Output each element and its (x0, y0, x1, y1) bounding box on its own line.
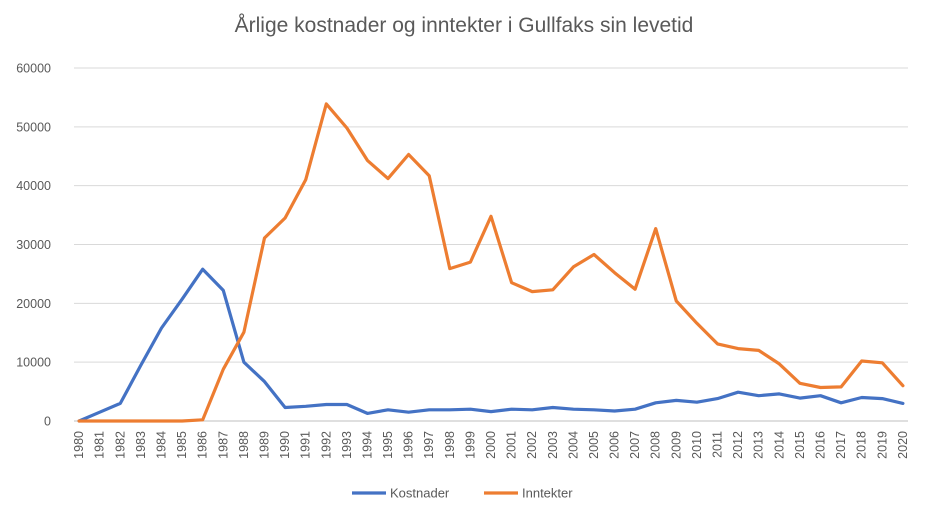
x-tick-label: 1990 (278, 431, 292, 459)
x-tick-label: 2004 (566, 431, 580, 459)
x-tick-label: 1984 (155, 431, 169, 459)
y-tick-label: 60000 (16, 62, 51, 76)
x-tick-label: 2017 (834, 431, 848, 459)
chart-title: Årlige kostnader og inntekter i Gullfaks… (234, 14, 694, 37)
x-tick-label: 2016 (813, 431, 827, 459)
x-tick-label: 1988 (237, 431, 251, 459)
y-tick-label: 20000 (16, 297, 51, 311)
x-tick-label: 2011 (711, 431, 725, 458)
x-tick-label: 2000 (484, 431, 498, 459)
x-tick-label: 2003 (546, 431, 560, 459)
x-tick-label: 2005 (587, 431, 601, 459)
y-tick-label: 50000 (16, 120, 51, 134)
x-tick-label: 1995 (381, 431, 395, 459)
x-tick-label: 1991 (299, 431, 313, 459)
x-tick-label: 1996 (402, 431, 416, 459)
x-tick-label: 2009 (669, 431, 683, 459)
x-tick-label: 1981 (93, 431, 107, 459)
x-tick-label: 2014 (772, 431, 786, 459)
x-tick-label: 1986 (196, 431, 210, 459)
legend-label-kostnader: Kostnader (390, 486, 450, 501)
x-tick-label: 1999 (463, 431, 477, 459)
x-tick-label: 2001 (505, 431, 519, 459)
x-tick-label: 1983 (134, 431, 148, 459)
y-tick-label: 0 (44, 415, 51, 429)
x-tick-label: 1994 (360, 431, 374, 459)
x-tick-label: 1992 (319, 431, 333, 459)
x-tick-label: 2002 (525, 431, 539, 459)
x-tick-label: 2006 (608, 431, 622, 459)
x-tick-label: 1993 (340, 431, 354, 459)
x-tick-label: 1989 (257, 431, 271, 459)
y-tick-label: 40000 (16, 179, 51, 193)
series-line-inntekter (77, 102, 905, 423)
y-tick-label: 10000 (16, 356, 51, 370)
x-tick-label: 2012 (731, 431, 745, 459)
x-tick-label: 2010 (690, 431, 704, 459)
x-tick-label: 1980 (72, 431, 86, 459)
x-tick-label: 1985 (175, 431, 189, 459)
x-tick-label: 1982 (113, 431, 127, 459)
x-tick-label: 2013 (752, 431, 766, 459)
series-line-kostnader (77, 267, 905, 423)
y-tick-label: 30000 (16, 238, 51, 252)
x-tick-label: 2007 (628, 431, 642, 459)
x-tick-label: 2020 (896, 431, 910, 459)
x-tick-label: 2018 (855, 431, 869, 459)
x-tick-label: 1997 (422, 431, 436, 459)
legend-label-inntekter: Inntekter (522, 486, 573, 501)
x-tick-label: 1998 (443, 431, 457, 459)
x-tick-label: 2015 (793, 431, 807, 459)
x-tick-label: 2008 (649, 431, 663, 459)
x-tick-label: 2019 (875, 431, 889, 459)
x-tick-label: 1987 (216, 431, 230, 459)
